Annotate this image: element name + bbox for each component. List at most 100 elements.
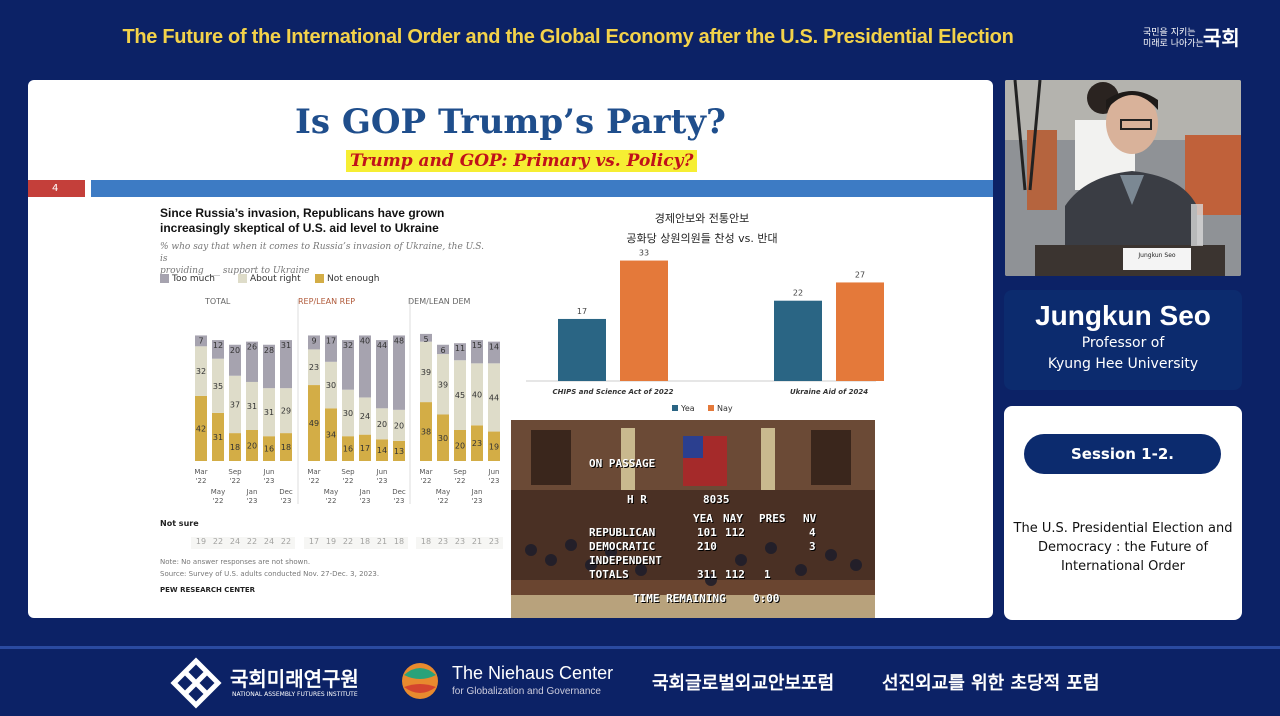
x-tick-year: '23 bbox=[281, 497, 292, 505]
pew-bar-label: 34 bbox=[326, 431, 336, 440]
pew-bar-segment bbox=[471, 340, 483, 364]
pew-bar-segment bbox=[393, 409, 405, 441]
pew-bar-label: 31 bbox=[213, 433, 223, 442]
x-tick-label: Jan bbox=[359, 488, 371, 496]
pew-bar-segment bbox=[246, 381, 258, 430]
slide-subtitle: Trump and GOP: Primary vs. Policy? bbox=[346, 150, 698, 172]
pew-bar-segment bbox=[437, 354, 449, 415]
pew-bar-segment bbox=[359, 335, 371, 398]
pew-bar-segment bbox=[212, 358, 224, 413]
pew-bar-segment bbox=[420, 341, 432, 403]
pew-bar-label: 30 bbox=[343, 409, 353, 418]
x-tick-label: Jun bbox=[376, 468, 388, 476]
house-chamber-graphic bbox=[511, 420, 875, 618]
pew-chart: Since Russia’s invasion, Republicans hav… bbox=[158, 204, 503, 614]
pew-bar-label: 40 bbox=[472, 390, 482, 399]
session-card: Session 1-2. The U.S. Presidential Elect… bbox=[1004, 406, 1242, 620]
broadcast-title: The Future of the International Order an… bbox=[122, 26, 1014, 48]
pew-bar-segment bbox=[437, 344, 449, 355]
pew-bar-segment bbox=[263, 388, 275, 437]
pew-bar-segment bbox=[246, 341, 258, 382]
not-sure-band bbox=[416, 537, 503, 549]
pew-bar-label: 35 bbox=[213, 382, 223, 391]
pew-bar-segment bbox=[393, 440, 405, 461]
group-label-total: TOTAL bbox=[205, 297, 231, 306]
pew-bar-segment bbox=[308, 335, 320, 350]
x-tick-label: May bbox=[324, 488, 338, 496]
pew-bar-label: 37 bbox=[230, 400, 240, 409]
korean-category-label: CHIPS and Science Act of 2022 bbox=[553, 388, 674, 396]
pew-bar-segment bbox=[342, 436, 354, 461]
pew-bar-label: 32 bbox=[343, 341, 353, 350]
pew-bar-segment bbox=[437, 414, 449, 461]
pew-bar-segment bbox=[325, 408, 337, 461]
row-nay-totals: 112 bbox=[725, 568, 745, 581]
pew-note: Note: No answer responses are not shown. bbox=[160, 558, 310, 566]
korean-legend-swatch bbox=[708, 405, 714, 411]
pew-bar-label: 42 bbox=[196, 424, 206, 433]
pew-source-note: Source: Survey of U.S. adults conducted … bbox=[160, 570, 379, 578]
forum-tagline: 선진외교를 위한 초당적 포럼 bbox=[882, 673, 1100, 694]
x-tick-year: '23 bbox=[489, 477, 500, 485]
x-tick-year: '23 bbox=[394, 497, 405, 505]
x-tick-label: Mar bbox=[194, 468, 207, 476]
row-nv-republican: 4 bbox=[809, 526, 816, 539]
pew-bar-label: 7 bbox=[198, 336, 203, 345]
pew-bar-label: 30 bbox=[326, 381, 336, 390]
pew-bar-label: 17 bbox=[326, 336, 336, 345]
korean-chart-title-1: 경제안보와 전통안보 bbox=[654, 212, 750, 225]
x-tick-year: '22 bbox=[196, 477, 207, 485]
speaker-card: Jungkun Seo Professor of Kyung Hee Unive… bbox=[1004, 290, 1242, 390]
speaker-video: Jungkun Seo bbox=[1005, 80, 1241, 276]
pew-bar-label: 31 bbox=[247, 402, 257, 411]
pew-bar-segment bbox=[263, 436, 275, 461]
pew-bar-label: 48 bbox=[394, 336, 404, 345]
pew-bar-label: 9 bbox=[311, 336, 316, 345]
legend-item-not-enough: Not enough bbox=[315, 274, 380, 284]
slide-title: Is GOP Trump’s Party? bbox=[295, 102, 726, 142]
x-tick-year: '22 bbox=[421, 477, 432, 485]
pew-bar-segment bbox=[420, 333, 432, 342]
pew-brand: PEW RESEARCH CENTER bbox=[160, 586, 256, 594]
x-tick-year: '22 bbox=[455, 477, 466, 485]
pew-bar-label: 29 bbox=[281, 407, 291, 416]
pew-headline-line1: Since Russia’s invasion, Republicans hav… bbox=[160, 206, 445, 220]
pew-bar-label: 39 bbox=[421, 368, 431, 377]
logo-big: 국회 bbox=[1203, 26, 1240, 50]
pew-bar-segment bbox=[195, 335, 207, 347]
pew-bar-segment bbox=[488, 363, 500, 432]
x-tick-label: Sep bbox=[228, 468, 242, 476]
x-tick-year: '22 bbox=[230, 477, 241, 485]
korean-bar-value: 33 bbox=[639, 249, 649, 258]
time-remaining-value: 0:00 bbox=[753, 592, 780, 605]
not-sure-label: Not sure bbox=[160, 519, 199, 528]
national-assembly-logo: 국민을 지키는 미래로 나아가는 국회 bbox=[1143, 22, 1253, 58]
pew-bar-segment bbox=[342, 389, 354, 437]
pew-bar-segment bbox=[454, 343, 466, 361]
speaker-name: Jungkun Seo bbox=[1035, 300, 1211, 331]
legend-item-about-right: About right bbox=[238, 274, 301, 284]
pew-bar-segment bbox=[471, 425, 483, 461]
nafi-name-kr: 국회미래연구원 bbox=[230, 667, 359, 691]
pew-bar-segment bbox=[488, 341, 500, 364]
col-yea: YEA bbox=[693, 512, 713, 525]
pew-bar-label: 28 bbox=[264, 346, 274, 355]
row-nay-republican: 112 bbox=[725, 526, 745, 539]
pew-bar-segment bbox=[454, 430, 466, 461]
pew-question: % who say that when it comes to Russia’s… bbox=[160, 241, 490, 277]
pew-bar-label: 45 bbox=[455, 391, 465, 400]
pew-bar-label: 15 bbox=[472, 341, 482, 350]
korean-chart-title-2: 공화당 상원의원들 찬성 vs. 반대 bbox=[626, 232, 778, 245]
pew-bar-segment bbox=[359, 397, 371, 435]
pew-bar-label: 24 bbox=[360, 412, 370, 421]
x-tick-year: '22 bbox=[309, 477, 320, 485]
pew-question-line1: % who say that when it comes to Russia’s… bbox=[160, 242, 484, 264]
korean-legend-label: Yea bbox=[680, 404, 695, 413]
korean-bar-value: 17 bbox=[577, 307, 587, 316]
legend-swatch bbox=[315, 274, 324, 283]
pew-bar-segment bbox=[454, 360, 466, 430]
pew-bar-label: 49 bbox=[309, 419, 319, 428]
col-nay: NAY bbox=[723, 512, 743, 525]
session-topic: The U.S. Presidential Election and Democ… bbox=[1004, 519, 1242, 576]
session-topic-line3: International Order bbox=[1060, 559, 1186, 574]
